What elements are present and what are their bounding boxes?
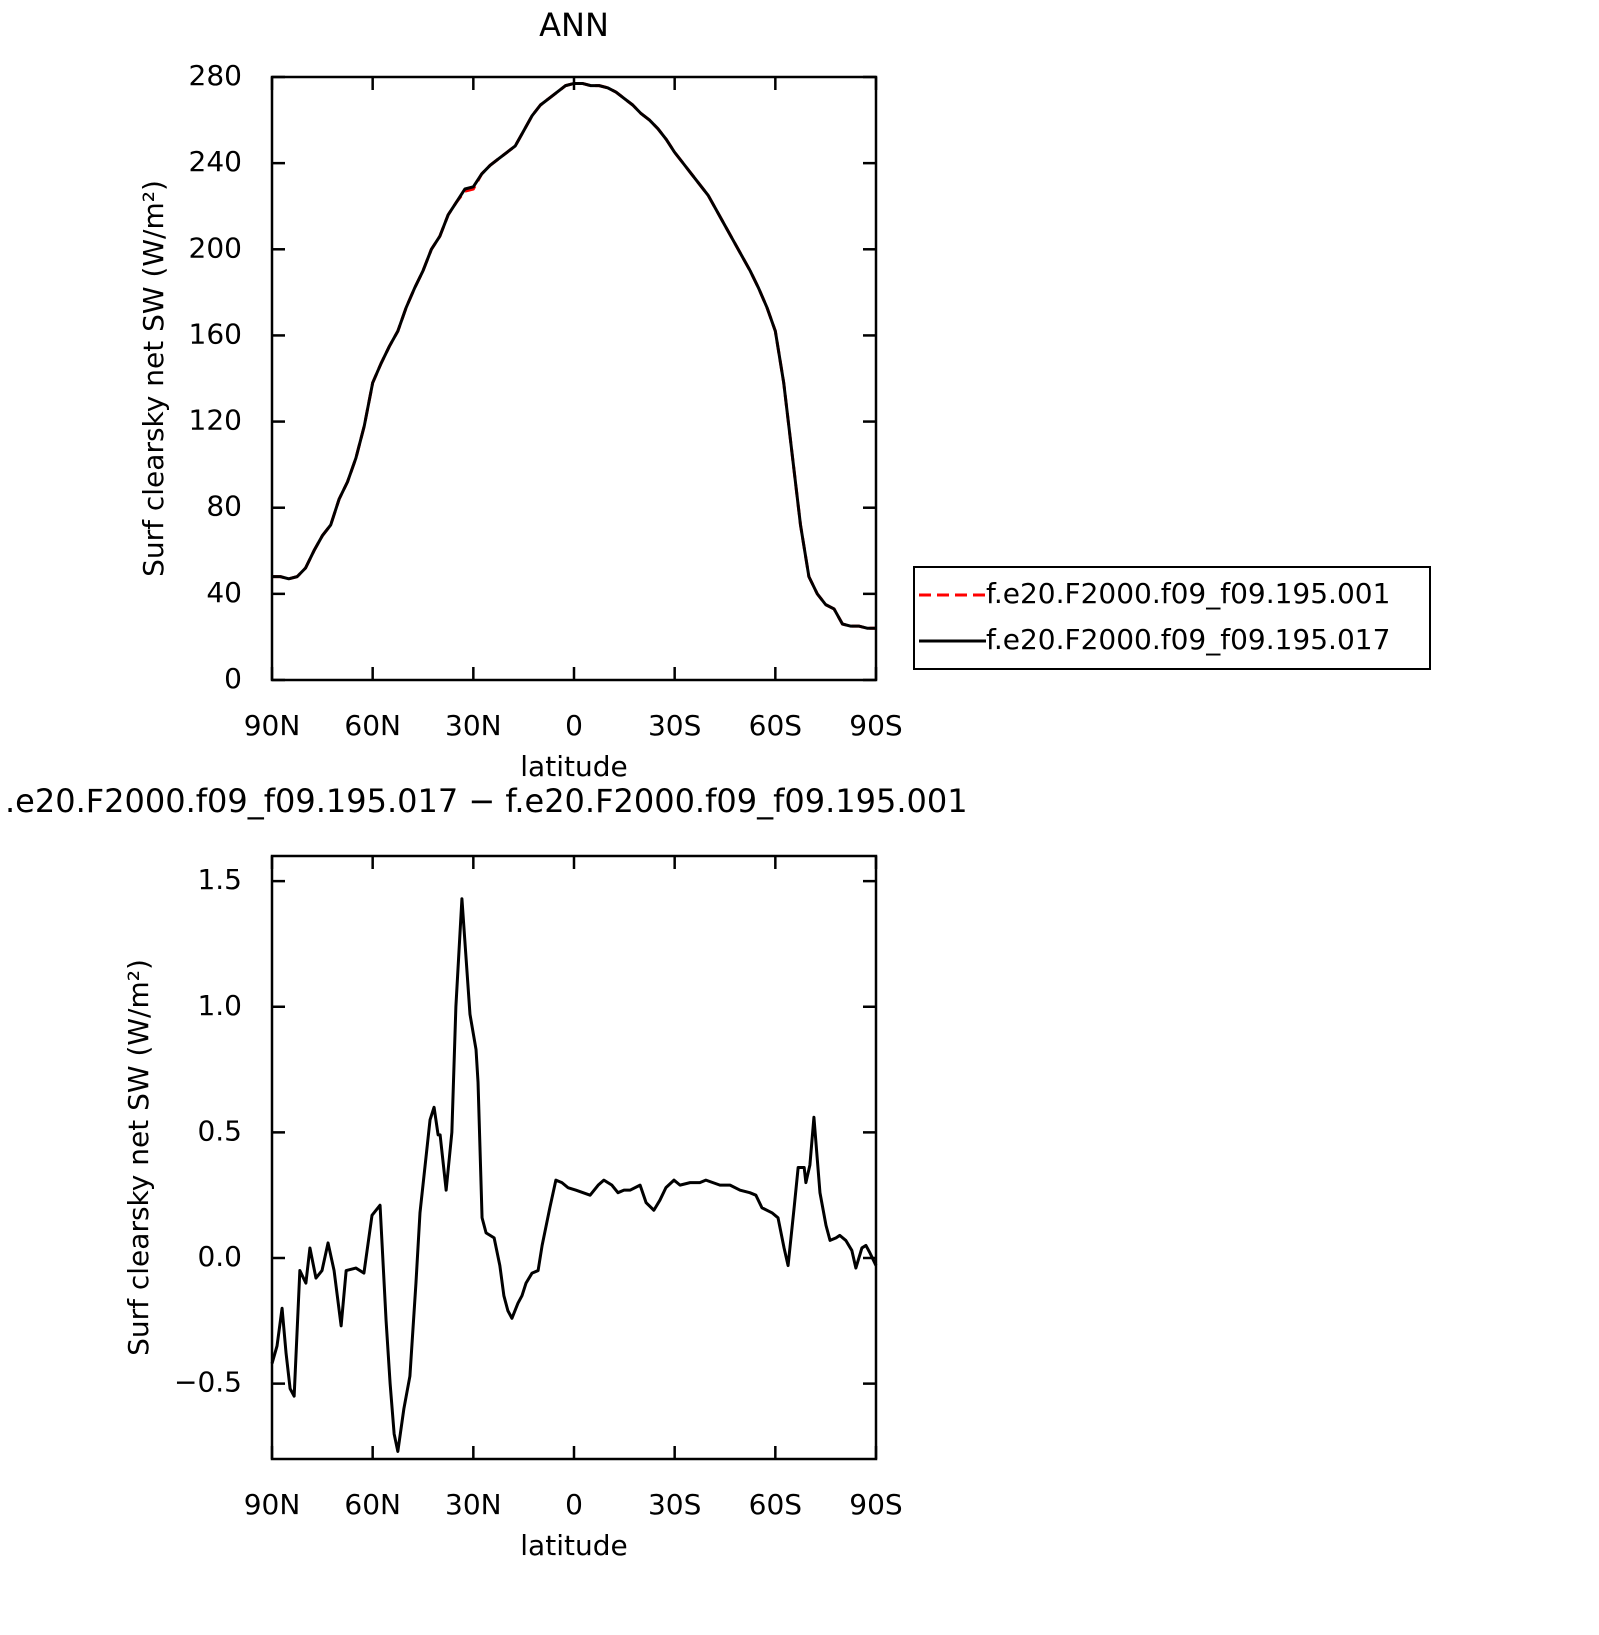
x-tick-label: 30S <box>648 1488 701 1521</box>
y-tick-label: 1.0 <box>197 989 242 1022</box>
data-line <box>272 81 876 630</box>
y-tick-label: 240 <box>189 145 242 178</box>
y-tick-label: 80 <box>206 490 242 523</box>
x-tick-label: 0 <box>565 1488 583 1521</box>
x-tick-label: 60N <box>344 709 401 742</box>
x-axis-label: latitude <box>520 750 627 783</box>
y-tick-label: 0.5 <box>197 1114 242 1147</box>
chart-title: ANN <box>539 6 609 44</box>
x-tick-label: 90S <box>849 709 902 742</box>
x-tick-label: 60S <box>749 1488 802 1521</box>
y-tick-label: 160 <box>189 317 242 350</box>
x-tick-label: 90S <box>849 1488 902 1521</box>
y-tick-label: 1.5 <box>197 863 242 896</box>
x-tick-label: 60N <box>344 1488 401 1521</box>
plot-frame <box>270 854 878 1461</box>
y-tick-label: −0.5 <box>174 1366 242 1399</box>
legend-box <box>913 566 1431 670</box>
y-tick-label: 40 <box>206 576 242 609</box>
x-tick-label: 30N <box>445 709 502 742</box>
x-axis-label: latitude <box>520 1529 627 1562</box>
chart-title: .e20.F2000.f09_f09.195.017 − f.e20.F2000… <box>5 782 968 820</box>
plot-frame <box>270 75 878 682</box>
x-tick-label: 30S <box>648 709 701 742</box>
y-tick-label: 0 <box>224 662 242 695</box>
y-axis-label: Surf clearsky net SW (W/m²) <box>137 180 170 577</box>
data-line <box>270 897 878 1453</box>
y-tick-label: 200 <box>189 231 242 264</box>
data-line <box>272 81 876 630</box>
x-tick-label: 90N <box>244 1488 301 1521</box>
x-tick-label: 90N <box>244 709 301 742</box>
x-tick-label: 0 <box>565 709 583 742</box>
y-axis-label: Surf clearsky net SW (W/m²) <box>122 959 155 1356</box>
y-tick-label: 280 <box>189 59 242 92</box>
legend-label: f.e20.F2000.f09_f09.195.017 <box>986 623 1390 656</box>
x-tick-label: 60S <box>749 709 802 742</box>
legend-label: f.e20.F2000.f09_f09.195.001 <box>986 577 1390 610</box>
y-tick-label: 120 <box>189 404 242 437</box>
x-tick-label: 30N <box>445 1488 502 1521</box>
y-tick-label: 0.0 <box>197 1240 242 1273</box>
